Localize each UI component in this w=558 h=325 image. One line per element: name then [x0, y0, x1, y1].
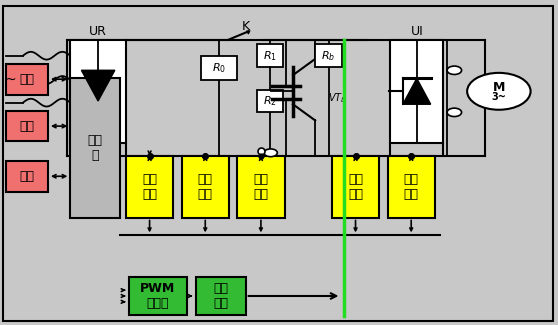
- Text: 泵升
限制: 泵升 限制: [198, 173, 213, 201]
- FancyBboxPatch shape: [388, 156, 435, 217]
- FancyBboxPatch shape: [332, 156, 379, 217]
- FancyBboxPatch shape: [201, 56, 237, 80]
- Text: 驱动
电路: 驱动 电路: [213, 282, 228, 310]
- Text: 单片
机: 单片 机: [88, 134, 103, 162]
- Text: UI: UI: [410, 25, 423, 38]
- FancyBboxPatch shape: [126, 156, 173, 217]
- Text: $R_b$: $R_b$: [321, 49, 336, 63]
- FancyBboxPatch shape: [391, 40, 443, 143]
- Text: $R_2$: $R_2$: [263, 94, 277, 108]
- FancyBboxPatch shape: [257, 45, 283, 67]
- FancyBboxPatch shape: [181, 156, 229, 217]
- Text: 温度
检测: 温度 检测: [348, 173, 363, 201]
- Text: $VT_b$: $VT_b$: [328, 91, 347, 105]
- FancyBboxPatch shape: [129, 277, 187, 315]
- Text: $R_1$: $R_1$: [263, 49, 277, 63]
- FancyBboxPatch shape: [315, 45, 342, 67]
- Text: $R_0$: $R_0$: [212, 61, 226, 75]
- FancyBboxPatch shape: [195, 277, 246, 315]
- FancyBboxPatch shape: [70, 40, 126, 143]
- Text: 3~: 3~: [492, 92, 506, 102]
- FancyBboxPatch shape: [6, 64, 48, 95]
- Text: 电流
检测: 电流 检测: [403, 173, 418, 201]
- FancyBboxPatch shape: [70, 78, 121, 217]
- Text: 接口: 接口: [20, 170, 35, 183]
- Text: 显示: 显示: [20, 73, 35, 86]
- Text: 电流
检测: 电流 检测: [253, 173, 268, 201]
- FancyBboxPatch shape: [237, 156, 285, 217]
- FancyBboxPatch shape: [257, 90, 283, 112]
- Circle shape: [264, 149, 277, 157]
- Text: 设定: 设定: [20, 120, 35, 133]
- Polygon shape: [81, 70, 115, 101]
- FancyBboxPatch shape: [6, 161, 48, 192]
- Text: M: M: [493, 81, 505, 94]
- FancyBboxPatch shape: [3, 6, 554, 321]
- Circle shape: [447, 108, 461, 117]
- Text: PWM
发生器: PWM 发生器: [140, 282, 176, 310]
- Text: 电压
检测: 电压 检测: [142, 173, 157, 201]
- Text: K: K: [242, 20, 249, 33]
- Text: ~: ~: [5, 73, 17, 87]
- Circle shape: [467, 73, 531, 110]
- Circle shape: [447, 66, 461, 74]
- Polygon shape: [403, 78, 431, 104]
- FancyBboxPatch shape: [6, 111, 48, 141]
- Text: UR: UR: [89, 25, 107, 38]
